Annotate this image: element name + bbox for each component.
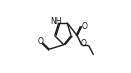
Text: O: O <box>37 37 43 46</box>
Text: O: O <box>81 22 87 31</box>
Text: O: O <box>81 39 87 48</box>
Text: NH: NH <box>50 17 61 26</box>
